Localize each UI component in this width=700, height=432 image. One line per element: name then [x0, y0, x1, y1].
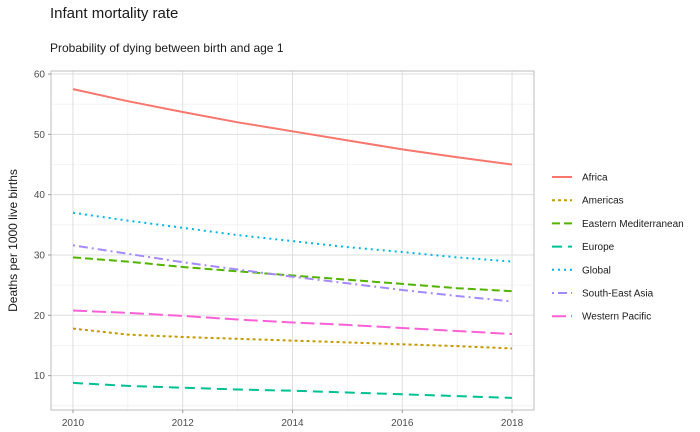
legend-label: Americas [582, 196, 624, 207]
x-tick-label: 2018 [501, 418, 524, 429]
y-tick-label: 60 [34, 70, 46, 81]
y-tick-label: 10 [34, 371, 46, 382]
y-tick-label: 40 [34, 190, 46, 201]
x-tick-label: 2014 [281, 418, 304, 429]
series-line-africa [72, 88, 513, 166]
chart-subtitle: Probability of dying between birth and a… [50, 41, 284, 55]
chart-title: Infant mortality rate [50, 5, 179, 22]
legend-label: Europe [582, 242, 615, 253]
y-tick-label: 20 [34, 311, 46, 322]
x-tick-label: 2012 [172, 418, 195, 429]
y-tick-label: 30 [34, 250, 46, 261]
legend-label: Global [582, 265, 611, 276]
legend-label: Eastern Mediterranean [582, 219, 684, 230]
x-tick-label: 2010 [62, 418, 85, 429]
x-tick-label: 2016 [391, 418, 414, 429]
series-line-global [72, 211, 513, 263]
legend-label: Western Pacific [582, 312, 651, 323]
series-line-americas [72, 327, 513, 350]
series-line-eastern-mediterranean [72, 256, 513, 293]
series-line-europe [72, 381, 513, 399]
y-tick-label: 50 [34, 130, 46, 141]
legend-label: Africa [582, 173, 608, 184]
series-line-western-pacific [72, 309, 513, 335]
legend-label: South-East Asia [582, 289, 654, 300]
y-axis-label: Deaths per 1000 live births [6, 169, 20, 312]
series-line-south-east-asia [72, 244, 513, 303]
